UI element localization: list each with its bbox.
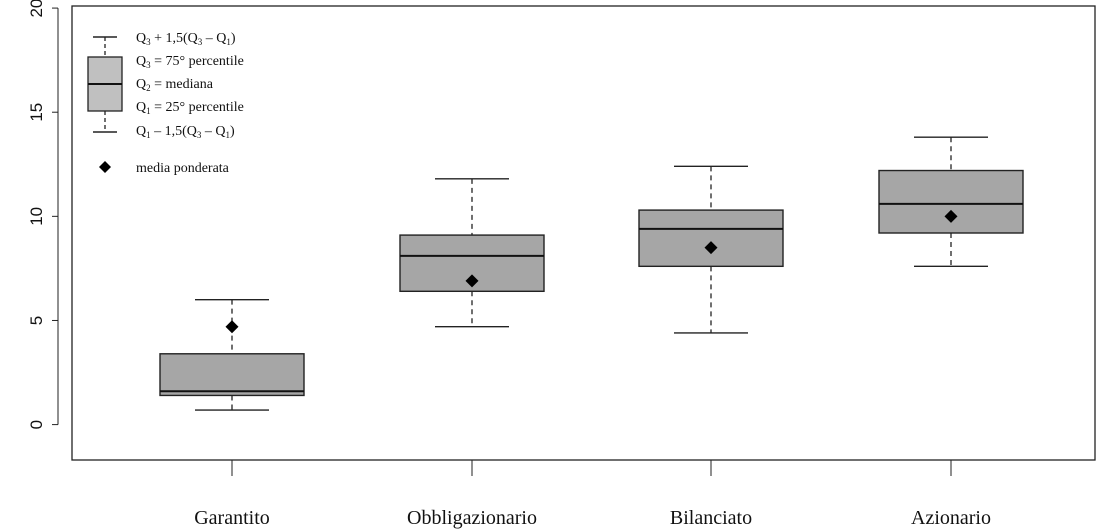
x-category-label: Bilanciato bbox=[670, 507, 752, 529]
legend-label: Q2 = mediana bbox=[136, 77, 214, 93]
y-tick-label: 15 bbox=[27, 103, 46, 122]
legend-mean-label: media ponderata bbox=[136, 161, 230, 176]
box-obbligazionario bbox=[399, 178, 545, 328]
legend-label: Q3 = 75° percentile bbox=[136, 54, 244, 70]
box-azionario bbox=[878, 136, 1024, 268]
x-category-label: Obbligazionario bbox=[407, 507, 537, 529]
box-iqr bbox=[638, 209, 784, 268]
legend: Q3 + 1,5(Q3 – Q1) Q3 = 75° percentile Q2 =… bbox=[87, 31, 244, 176]
x-category-label: Azionario bbox=[911, 507, 991, 529]
y-tick-label: 20 bbox=[27, 0, 46, 18]
y-axis: 0 5 10 15 20 bbox=[27, 0, 59, 429]
box-bilanciato bbox=[638, 165, 784, 334]
plot-frame bbox=[71, 5, 1096, 461]
box-iqr bbox=[878, 169, 1024, 234]
box-iqr bbox=[159, 353, 305, 397]
weighted-mean-marker bbox=[465, 274, 479, 288]
weighted-mean-marker bbox=[944, 209, 958, 223]
y-tick-label: 5 bbox=[27, 316, 46, 325]
y-tick-label: 0 bbox=[27, 420, 46, 429]
y-tick-label: 10 bbox=[27, 207, 46, 226]
legend-label: Q1 = 25° percentile bbox=[136, 100, 244, 116]
weighted-mean-marker bbox=[225, 320, 239, 334]
legend-mean-diamond bbox=[99, 161, 111, 173]
box-garantito bbox=[159, 298, 305, 411]
weighted-mean-marker bbox=[704, 241, 718, 255]
legend-label: Q3 + 1,5(Q3 – Q1) bbox=[136, 31, 236, 47]
boxes bbox=[159, 136, 1024, 411]
x-category-label: Garantito bbox=[194, 507, 270, 529]
legend-label: Q1 – 1,5(Q3 – Q1) bbox=[136, 124, 235, 140]
x-axis: Garantito Obbligazionario Bilanciato Aziona… bbox=[194, 460, 991, 529]
